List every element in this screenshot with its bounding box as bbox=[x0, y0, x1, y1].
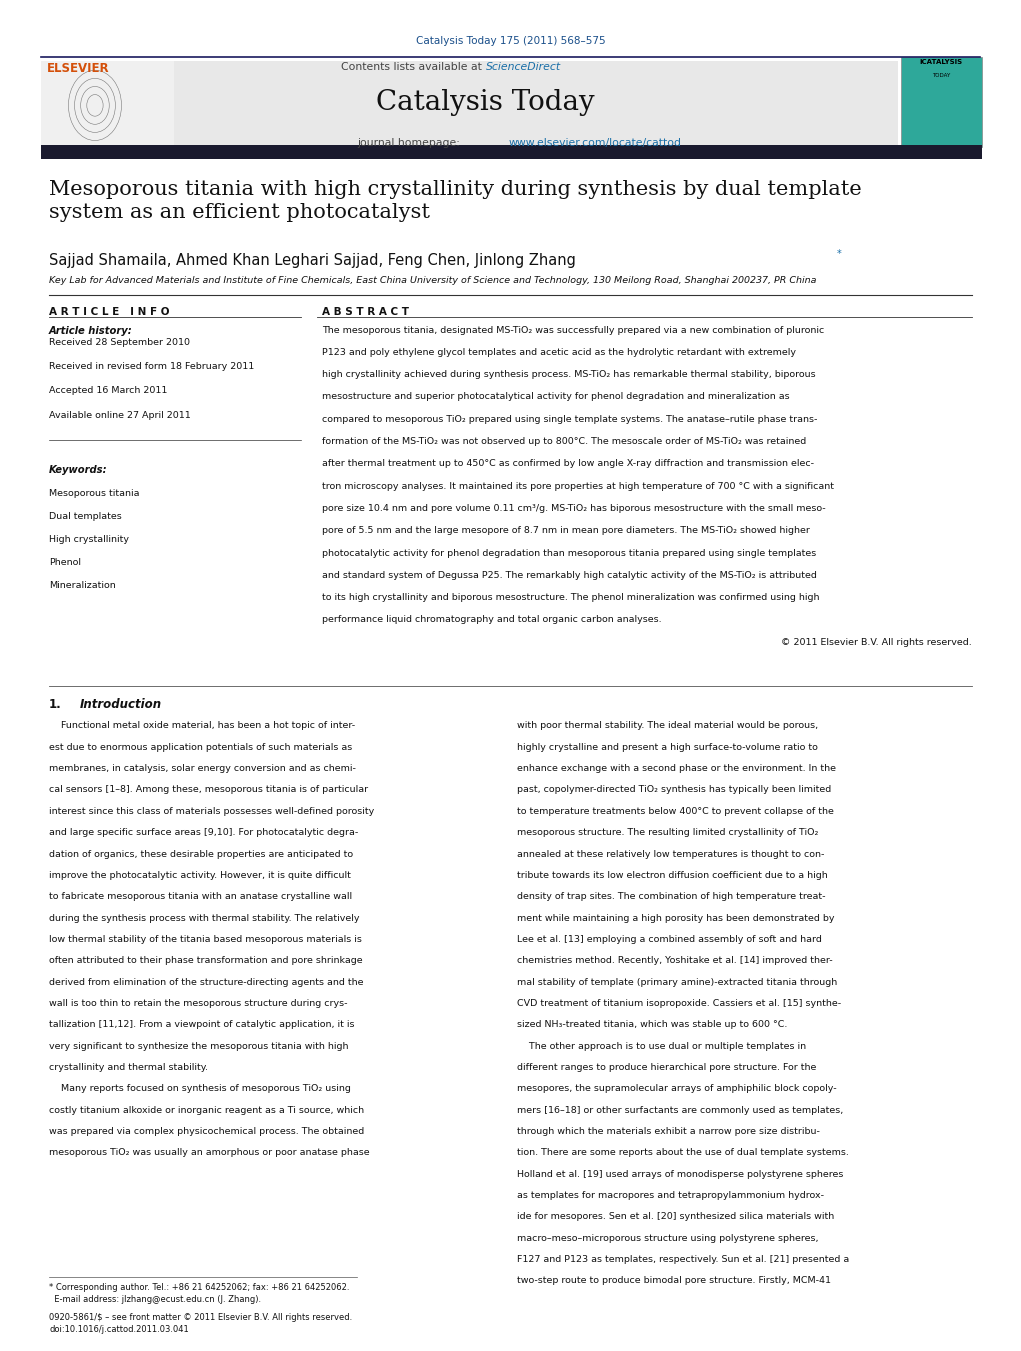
Text: enhance exchange with a second phase or the environment. In the: enhance exchange with a second phase or … bbox=[517, 765, 835, 773]
Text: The other approach is to use dual or multiple templates in: The other approach is to use dual or mul… bbox=[517, 1042, 806, 1051]
Text: Article history:: Article history: bbox=[49, 326, 133, 335]
Text: Available online 27 April 2011: Available online 27 April 2011 bbox=[49, 411, 191, 420]
Text: ELSEVIER: ELSEVIER bbox=[47, 62, 109, 76]
Text: different ranges to produce hierarchical pore structure. For the: different ranges to produce hierarchical… bbox=[517, 1063, 816, 1071]
Text: TODAY: TODAY bbox=[932, 73, 951, 78]
Text: Catalysis Today 175 (2011) 568–575: Catalysis Today 175 (2011) 568–575 bbox=[416, 36, 605, 46]
Text: pore size 10.4 nm and pore volume 0.11 cm³/g. MS-TiO₂ has biporous mesostructure: pore size 10.4 nm and pore volume 0.11 c… bbox=[322, 504, 825, 513]
Text: costly titanium alkoxide or inorganic reagent as a Ti source, which: costly titanium alkoxide or inorganic re… bbox=[49, 1105, 364, 1115]
Text: two-step route to produce bimodal pore structure. Firstly, MCM-41: two-step route to produce bimodal pore s… bbox=[517, 1277, 831, 1285]
Text: Catalysis Today: Catalysis Today bbox=[376, 89, 594, 116]
FancyBboxPatch shape bbox=[41, 145, 982, 159]
Text: performance liquid chromatography and total organic carbon analyses.: performance liquid chromatography and to… bbox=[322, 615, 662, 624]
Text: The mesoporous titania, designated MS-TiO₂ was successfully prepared via a new c: The mesoporous titania, designated MS-Ti… bbox=[322, 326, 824, 335]
FancyBboxPatch shape bbox=[901, 57, 982, 147]
Text: Keywords:: Keywords: bbox=[49, 465, 107, 474]
FancyBboxPatch shape bbox=[41, 61, 174, 145]
Text: formation of the MS-TiO₂ was not observed up to 800°C. The mesoscale order of MS: formation of the MS-TiO₂ was not observe… bbox=[322, 436, 806, 446]
Text: A B S T R A C T: A B S T R A C T bbox=[322, 307, 408, 316]
Text: tron microscopy analyses. It maintained its pore properties at high temperature : tron microscopy analyses. It maintained … bbox=[322, 481, 833, 490]
Text: journal homepage:: journal homepage: bbox=[357, 138, 464, 147]
Text: derived from elimination of the structure-directing agents and the: derived from elimination of the structur… bbox=[49, 978, 363, 986]
Text: dation of organics, these desirable properties are anticipated to: dation of organics, these desirable prop… bbox=[49, 850, 353, 858]
Text: wall is too thin to retain the mesoporous structure during crys-: wall is too thin to retain the mesoporou… bbox=[49, 998, 347, 1008]
Text: after thermal treatment up to 450°C as confirmed by low angle X-ray diffraction : after thermal treatment up to 450°C as c… bbox=[322, 459, 814, 469]
Text: low thermal stability of the titania based mesoporous materials is: low thermal stability of the titania bas… bbox=[49, 935, 361, 944]
Text: Key Lab for Advanced Materials and Institute of Fine Chemicals, East China Unive: Key Lab for Advanced Materials and Insti… bbox=[49, 276, 817, 285]
Text: ScienceDirect: ScienceDirect bbox=[486, 62, 562, 72]
Text: Many reports focused on synthesis of mesoporous TiO₂ using: Many reports focused on synthesis of mes… bbox=[49, 1085, 351, 1093]
Text: and standard system of Degussa P25. The remarkably high catalytic activity of th: and standard system of Degussa P25. The … bbox=[322, 570, 817, 580]
Text: improve the photocatalytic activity. However, it is quite difficult: improve the photocatalytic activity. How… bbox=[49, 871, 351, 880]
Text: Mesoporous titania: Mesoporous titania bbox=[49, 489, 140, 499]
Text: Phenol: Phenol bbox=[49, 558, 81, 567]
Text: chemistries method. Recently, Yoshitake et al. [14] improved ther-: chemistries method. Recently, Yoshitake … bbox=[517, 957, 832, 965]
Text: very significant to synthesize the mesoporous titania with high: very significant to synthesize the mesop… bbox=[49, 1042, 348, 1051]
Text: ide for mesopores. Sen et al. [20] synthesized silica materials with: ide for mesopores. Sen et al. [20] synth… bbox=[517, 1212, 834, 1221]
Text: highly crystalline and present a high surface-to-volume ratio to: highly crystalline and present a high su… bbox=[517, 743, 818, 751]
Text: 1.: 1. bbox=[49, 698, 61, 712]
Text: membranes, in catalysis, solar energy conversion and as chemi-: membranes, in catalysis, solar energy co… bbox=[49, 765, 356, 773]
Text: cal sensors [1–8]. Among these, mesoporous titania is of particular: cal sensors [1–8]. Among these, mesoporo… bbox=[49, 785, 369, 794]
Text: ment while maintaining a high porosity has been demonstrated by: ment while maintaining a high porosity h… bbox=[517, 913, 834, 923]
Text: P123 and poly ethylene glycol templates and acetic acid as the hydrolytic retard: P123 and poly ethylene glycol templates … bbox=[322, 347, 795, 357]
Text: Functional metal oxide material, has been a hot topic of inter-: Functional metal oxide material, has bee… bbox=[49, 721, 355, 731]
Text: high crystallinity achieved during synthesis process. MS-TiO₂ has remarkable the: high crystallinity achieved during synth… bbox=[322, 370, 815, 380]
Text: Received 28 September 2010: Received 28 September 2010 bbox=[49, 338, 190, 347]
Text: CVD treatment of titanium isopropoxide. Cassiers et al. [15] synthe-: CVD treatment of titanium isopropoxide. … bbox=[517, 998, 840, 1008]
Text: Holland et al. [19] used arrays of monodisperse polystyrene spheres: Holland et al. [19] used arrays of monod… bbox=[517, 1170, 843, 1178]
Text: mesoporous TiO₂ was usually an amorphous or poor anatase phase: mesoporous TiO₂ was usually an amorphous… bbox=[49, 1148, 370, 1158]
Text: mal stability of template (primary amine)-extracted titania through: mal stability of template (primary amine… bbox=[517, 978, 837, 986]
Text: macro–meso–microporous structure using polystyrene spheres,: macro–meso–microporous structure using p… bbox=[517, 1233, 818, 1243]
Text: mesostructure and superior photocatalytical activity for phenol degradation and : mesostructure and superior photocatalyti… bbox=[322, 392, 789, 401]
Text: © 2011 Elsevier B.V. All rights reserved.: © 2011 Elsevier B.V. All rights reserved… bbox=[781, 638, 972, 647]
Text: past, copolymer-directed TiO₂ synthesis has typically been limited: past, copolymer-directed TiO₂ synthesis … bbox=[517, 785, 831, 794]
Text: est due to enormous application potentials of such materials as: est due to enormous application potentia… bbox=[49, 743, 352, 751]
Text: Accepted 16 March 2011: Accepted 16 March 2011 bbox=[49, 386, 167, 396]
Text: through which the materials exhibit a narrow pore size distribu-: through which the materials exhibit a na… bbox=[517, 1127, 820, 1136]
Text: photocatalytic activity for phenol degradation than mesoporous titania prepared : photocatalytic activity for phenol degra… bbox=[322, 549, 816, 558]
Text: * Corresponding author. Tel.: +86 21 64252062; fax: +86 21 64252062.
  E-mail ad: * Corresponding author. Tel.: +86 21 642… bbox=[49, 1283, 349, 1304]
Text: mesopores, the supramolecular arrays of amphiphilic block copoly-: mesopores, the supramolecular arrays of … bbox=[517, 1085, 836, 1093]
FancyBboxPatch shape bbox=[41, 61, 898, 145]
Text: Introduction: Introduction bbox=[80, 698, 161, 712]
Text: Dual templates: Dual templates bbox=[49, 512, 121, 521]
Text: with poor thermal stability. The ideal material would be porous,: with poor thermal stability. The ideal m… bbox=[517, 721, 818, 731]
Text: A R T I C L E   I N F O: A R T I C L E I N F O bbox=[49, 307, 169, 316]
Text: to fabricate mesoporous titania with an anatase crystalline wall: to fabricate mesoporous titania with an … bbox=[49, 892, 352, 901]
Text: *: * bbox=[837, 249, 842, 258]
Text: 0920-5861/$ – see front matter © 2011 Elsevier B.V. All rights reserved.
doi:10.: 0920-5861/$ – see front matter © 2011 El… bbox=[49, 1313, 352, 1333]
Text: F127 and P123 as templates, respectively. Sun et al. [21] presented a: F127 and P123 as templates, respectively… bbox=[517, 1255, 848, 1265]
Text: was prepared via complex physicochemical process. The obtained: was prepared via complex physicochemical… bbox=[49, 1127, 364, 1136]
Text: tion. There are some reports about the use of dual template systems.: tion. There are some reports about the u… bbox=[517, 1148, 848, 1158]
Text: mesoporous structure. The resulting limited crystallinity of TiO₂: mesoporous structure. The resulting limi… bbox=[517, 828, 818, 838]
Text: pore of 5.5 nm and the large mesopore of 8.7 nm in mean pore diameters. The MS-T: pore of 5.5 nm and the large mesopore of… bbox=[322, 526, 810, 535]
Text: to temperature treatments below 400°C to prevent collapse of the: to temperature treatments below 400°C to… bbox=[517, 807, 833, 816]
Text: crystallinity and thermal stability.: crystallinity and thermal stability. bbox=[49, 1063, 208, 1071]
Text: www.elsevier.com/locate/cattod: www.elsevier.com/locate/cattod bbox=[508, 138, 681, 147]
Text: Sajjad Shamaila, Ahmed Khan Leghari Sajjad, Feng Chen, Jinlong Zhang: Sajjad Shamaila, Ahmed Khan Leghari Sajj… bbox=[49, 253, 576, 267]
Text: Mineralization: Mineralization bbox=[49, 581, 115, 590]
Text: interest since this class of materials possesses well-defined porosity: interest since this class of materials p… bbox=[49, 807, 375, 816]
Text: High crystallinity: High crystallinity bbox=[49, 535, 129, 544]
Text: to its high crystallinity and biporous mesostructure. The phenol mineralization : to its high crystallinity and biporous m… bbox=[322, 593, 819, 603]
Text: often attributed to their phase transformation and pore shrinkage: often attributed to their phase transfor… bbox=[49, 957, 362, 965]
Text: as templates for macropores and tetrapropylammonium hydrox-: as templates for macropores and tetrapro… bbox=[517, 1192, 824, 1200]
Text: iCATALYSIS: iCATALYSIS bbox=[920, 59, 963, 65]
Text: and large specific surface areas [9,10]. For photocatalytic degra-: and large specific surface areas [9,10].… bbox=[49, 828, 358, 838]
Text: Received in revised form 18 February 2011: Received in revised form 18 February 201… bbox=[49, 362, 254, 372]
Text: compared to mesoporous TiO₂ prepared using single template systems. The anatase–: compared to mesoporous TiO₂ prepared usi… bbox=[322, 415, 817, 424]
Text: Mesoporous titania with high crystallinity during synthesis by dual template
sys: Mesoporous titania with high crystallini… bbox=[49, 180, 862, 222]
Text: mers [16–18] or other surfactants are commonly used as templates,: mers [16–18] or other surfactants are co… bbox=[517, 1105, 843, 1115]
Text: Lee et al. [13] employing a combined assembly of soft and hard: Lee et al. [13] employing a combined ass… bbox=[517, 935, 822, 944]
Text: Contents lists available at: Contents lists available at bbox=[341, 62, 485, 72]
Text: annealed at these relatively low temperatures is thought to con-: annealed at these relatively low tempera… bbox=[517, 850, 824, 858]
Text: sized NH₃-treated titania, which was stable up to 600 °C.: sized NH₃-treated titania, which was sta… bbox=[517, 1020, 787, 1029]
Text: during the synthesis process with thermal stability. The relatively: during the synthesis process with therma… bbox=[49, 913, 359, 923]
Text: tribute towards its low electron diffusion coefficient due to a high: tribute towards its low electron diffusi… bbox=[517, 871, 827, 880]
Text: tallization [11,12]. From a viewpoint of catalytic application, it is: tallization [11,12]. From a viewpoint of… bbox=[49, 1020, 354, 1029]
Text: density of trap sites. The combination of high temperature treat-: density of trap sites. The combination o… bbox=[517, 892, 825, 901]
